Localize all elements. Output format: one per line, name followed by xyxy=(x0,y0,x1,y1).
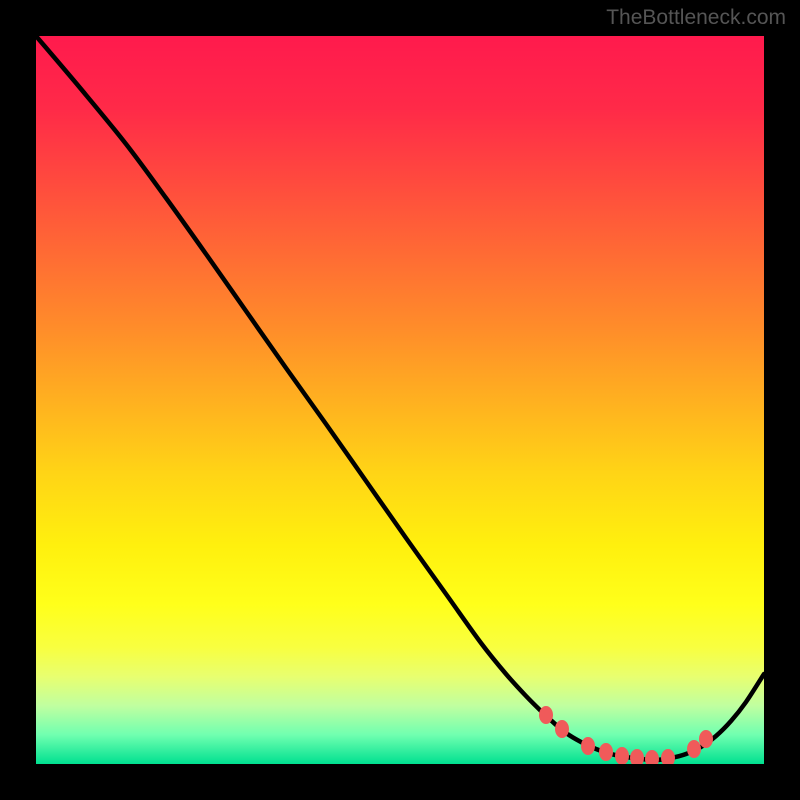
chart-plot-area xyxy=(36,36,764,764)
gradient-background xyxy=(36,36,764,764)
attribution-text: TheBottleneck.com xyxy=(606,6,786,30)
